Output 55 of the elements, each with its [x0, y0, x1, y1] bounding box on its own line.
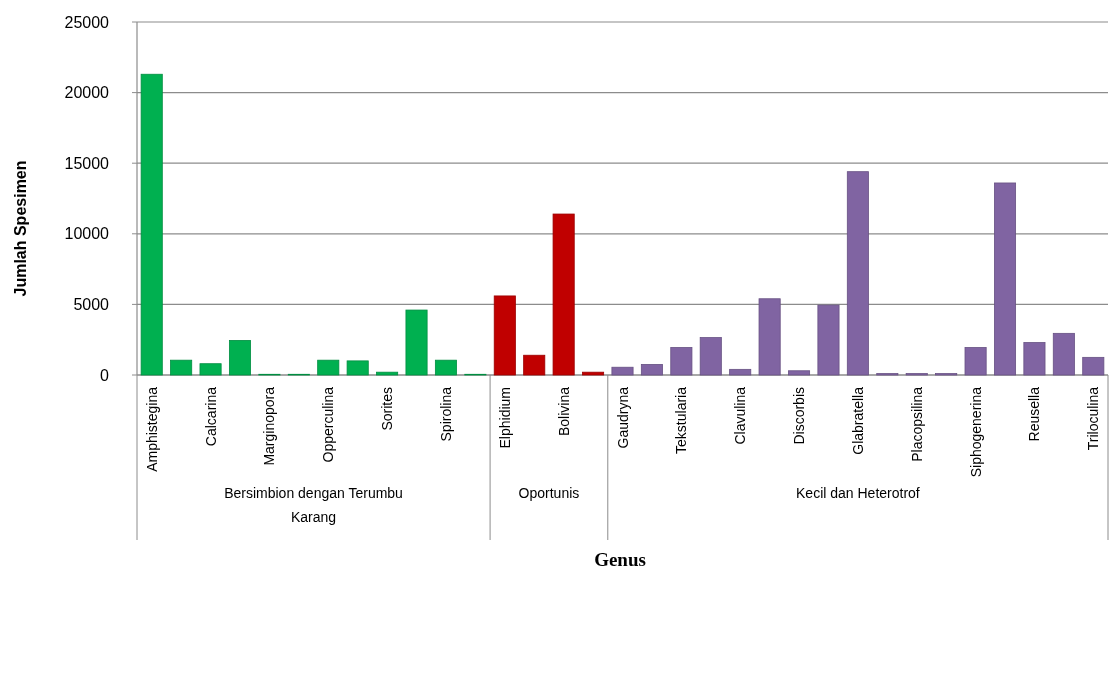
y-tick-label: 10000	[64, 225, 110, 243]
y-axis-title: Jumlah Spesimen	[12, 160, 29, 297]
x-tick-label: Siphogenerina	[967, 386, 984, 478]
x-tick-label: Tekstularia	[673, 386, 690, 454]
y-tick-label: 20000	[64, 84, 110, 102]
x-tick-label: Gaudryna	[614, 386, 631, 449]
text: Bersimbion dengan Terumbu Karang	[224, 485, 403, 525]
y-tick-label: 15000	[64, 154, 110, 172]
bar	[228, 340, 251, 376]
bar	[729, 368, 752, 376]
bar	[346, 360, 369, 376]
x-tick-label: Marginopora	[261, 386, 278, 466]
x-tick-label: Clavulina	[732, 386, 749, 445]
x-tick-label: Placopsilina	[908, 386, 925, 462]
x-tick-label: Discorbis	[791, 387, 808, 445]
bar	[611, 366, 634, 376]
x-tick-label: Calcarina	[202, 386, 219, 447]
x-tick-label: Opperculina	[320, 386, 337, 463]
text: Oportunis	[518, 485, 580, 501]
bar	[552, 213, 575, 376]
bar	[140, 73, 163, 376]
bar	[788, 370, 811, 376]
bar	[1082, 356, 1105, 376]
bar	[846, 171, 869, 376]
x-axis-title: Genus	[594, 549, 646, 570]
y-tick-label: 25000	[64, 13, 110, 31]
text: Kecil dan Heterotrof	[796, 485, 920, 501]
bar	[582, 371, 605, 376]
bar	[670, 347, 693, 376]
bar	[170, 359, 193, 376]
bar	[376, 371, 399, 376]
bar	[994, 182, 1017, 376]
bar	[434, 359, 457, 376]
bar	[1023, 342, 1046, 376]
bar	[405, 309, 428, 376]
x-tick-label: Bolivina	[555, 386, 572, 437]
x-tick-label: Elphidium	[496, 387, 513, 449]
bar	[758, 298, 781, 376]
bar	[699, 337, 722, 376]
x-tick-label: Glabratella	[849, 386, 866, 455]
bar	[964, 347, 987, 376]
bar	[817, 304, 840, 376]
bar	[199, 363, 222, 376]
x-tick-label: Triloculina	[1085, 386, 1102, 451]
bar	[493, 295, 516, 376]
x-tick-label: Spirolina	[437, 386, 454, 442]
x-tick-label: Amphistegina	[143, 386, 160, 472]
y-tick-label: 0	[100, 366, 110, 384]
bar	[317, 359, 340, 376]
x-tick-label: Reusella	[1026, 386, 1043, 442]
bar	[1052, 332, 1075, 376]
x-tick-label: Sorites	[379, 387, 396, 431]
bar	[523, 354, 546, 376]
bar	[640, 364, 663, 376]
y-tick-label: 5000	[73, 296, 110, 313]
